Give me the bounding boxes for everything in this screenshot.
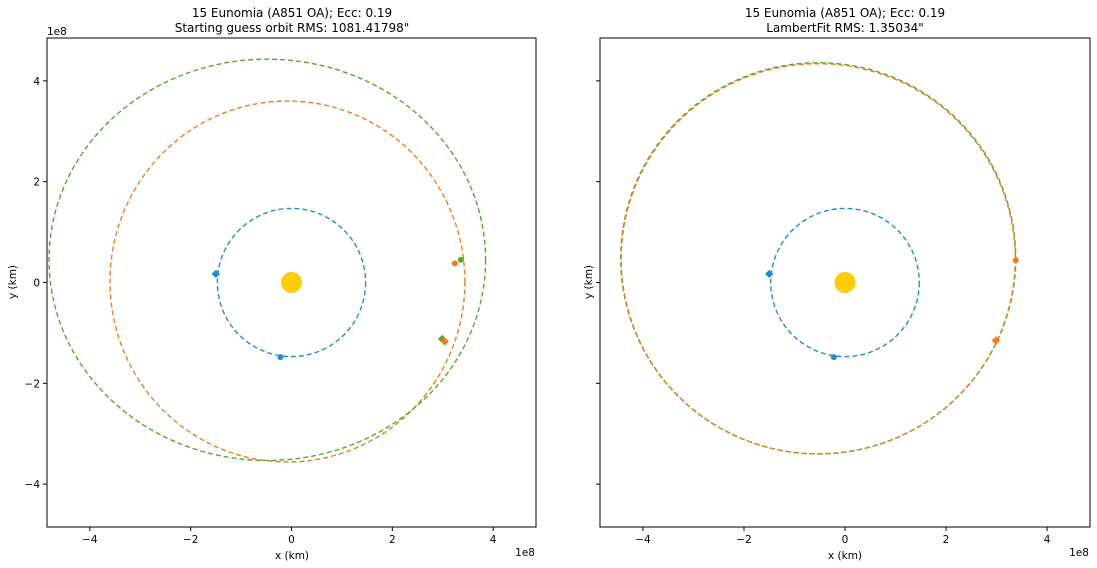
- y-tick-label-3: 2: [33, 177, 40, 189]
- sun-marker: [834, 272, 856, 293]
- y-tick-label-2: 0: [33, 278, 40, 290]
- x-tick-label-1: −2: [183, 534, 198, 546]
- position-marker-diamond-0: [211, 269, 221, 279]
- right-plot-area: −4 −2 0 2 4: [596, 37, 1091, 546]
- orbit-path-0: [216, 207, 367, 358]
- position-marker-diamond-0: [765, 269, 774, 279]
- sun-marker: [281, 272, 302, 293]
- x-tick-label-2: 0: [288, 534, 295, 546]
- left-title-line2: Starting guess orbit RMS: 1081.41798": [175, 21, 410, 35]
- x-tick-label-0: −4: [82, 534, 98, 546]
- position-marker-dot-1: [277, 354, 284, 361]
- position-marker-dot-2: [451, 260, 458, 267]
- left-title-line1: 15 Eunomia (A851 OA); Ecc: 0.19: [192, 6, 392, 20]
- x-tick-label-3: 2: [943, 534, 950, 546]
- right-title-line2: LambertFit RMS: 1.35034": [766, 21, 924, 35]
- right-y-axis-label: y (km): [583, 265, 595, 299]
- x-tick-label-2: 0: [842, 534, 849, 546]
- left-plot-area: −4 −2 0 2 4 −4 −2 0 2 4: [25, 37, 537, 546]
- position-marker-diamond-5: [440, 337, 449, 346]
- position-marker-dot-1: [830, 354, 837, 361]
- x-tick-label-4: 4: [1044, 534, 1051, 546]
- right-title-line1: 15 Eunomia (A851 OA); Ecc: 0.19: [745, 6, 945, 20]
- left-x-axis-label: x (km): [275, 550, 309, 562]
- right-subplot: 15 Eunomia (A851 OA); Ecc: 0.19 LambertF…: [583, 6, 1091, 562]
- orbit-path-0: [770, 207, 920, 358]
- x-tick-label-3: 2: [389, 534, 396, 546]
- left-subplot: 15 Eunomia (A851 OA); Ecc: 0.19 Starting…: [7, 6, 537, 562]
- left-y-offset-label: 1e8: [47, 26, 67, 38]
- x-tick-label-0: −4: [635, 534, 651, 546]
- orbit-path-2: [48, 58, 487, 462]
- y-tick-label-4: 4: [33, 76, 40, 88]
- x-tick-label-4: 4: [490, 534, 497, 546]
- orbit-path-1: [620, 62, 1017, 455]
- left-x-offset-label: 1e8: [515, 547, 535, 559]
- x-tick-label-1: −2: [736, 534, 751, 546]
- y-tick-label-1: −2: [25, 378, 40, 390]
- orbit-path-1: [109, 100, 466, 463]
- left-y-axis-label: y (km): [7, 265, 19, 299]
- right-x-offset-label: 1e8: [1069, 547, 1089, 559]
- position-marker-dot-2: [1012, 257, 1019, 264]
- right-x-axis-label: x (km): [828, 550, 862, 562]
- y-tick-label-0: −4: [25, 479, 41, 491]
- position-marker-dot-3: [457, 256, 464, 263]
- position-marker-diamond-3: [991, 336, 1001, 345]
- orbit-path-2: [620, 63, 1016, 455]
